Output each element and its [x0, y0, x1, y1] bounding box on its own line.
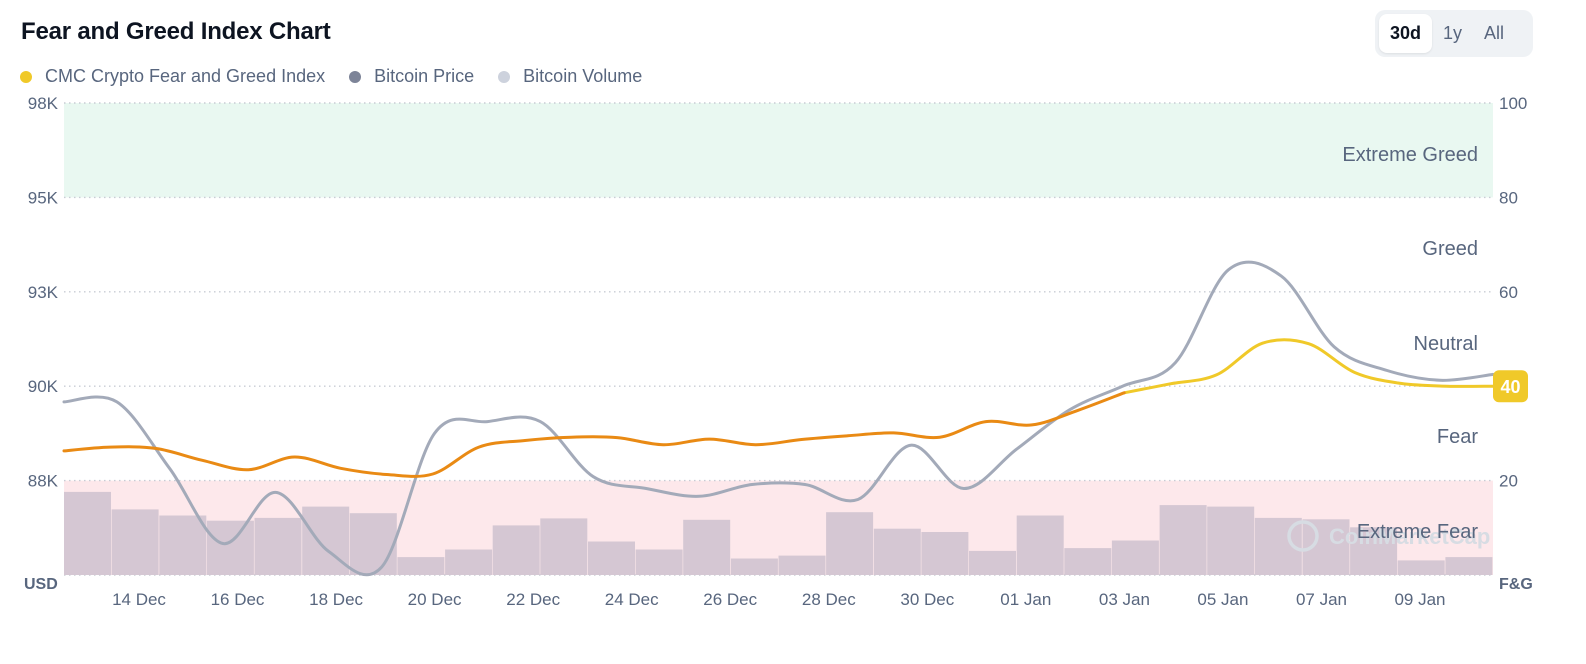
legend-label: Bitcoin Volume: [523, 66, 643, 86]
volume-bar[interactable]: [1016, 515, 1064, 576]
legend-dot-icon: [349, 70, 362, 83]
volume-bar[interactable]: [635, 549, 683, 576]
y-axis-right-tick: 60: [1499, 283, 1518, 302]
x-axis-tick: 24 Dec: [605, 590, 659, 609]
volume-bar[interactable]: [1159, 505, 1207, 575]
volume-bar[interactable]: [1445, 557, 1493, 575]
volume-bar[interactable]: [730, 558, 778, 576]
current-value-badge: [1493, 370, 1528, 403]
volume-bar[interactable]: [683, 519, 731, 575]
y-axis-left-tick: 93K: [28, 283, 59, 302]
volume-bar[interactable]: [1397, 560, 1445, 575]
x-axis-tick: 16 Dec: [211, 590, 265, 609]
x-axis-tick: 07 Jan: [1296, 590, 1347, 609]
volume-bar[interactable]: [588, 541, 635, 576]
right-axis-unit: F&G: [1499, 576, 1533, 593]
legend-item-bitcoin-price[interactable]: Bitcoin Price: [349, 66, 474, 87]
volume-bar[interactable]: [492, 525, 540, 575]
y-axis-left-tick: 95K: [28, 188, 59, 207]
volume-bar[interactable]: [921, 532, 969, 575]
left-axis-unit: USD: [24, 576, 58, 593]
legend-label: CMC Crypto Fear and Greed Index: [45, 66, 326, 86]
y-axis-right-tick: 20: [1499, 472, 1518, 491]
time-range-selector: 30d 1y All: [1375, 10, 1533, 57]
volume-bar[interactable]: [1207, 506, 1255, 575]
volume-bar[interactable]: [1350, 527, 1398, 575]
y-axis-right-tick: 100: [1499, 94, 1527, 113]
volume-bar[interactable]: [445, 549, 493, 576]
range-1y-button[interactable]: 1y: [1443, 23, 1463, 43]
x-axis-tick: 03 Jan: [1099, 590, 1150, 609]
volume-bar[interactable]: [1064, 548, 1112, 575]
x-axis-tick: 30 Dec: [900, 590, 954, 609]
x-axis-tick: 01 Jan: [1000, 590, 1051, 609]
volume-bar[interactable]: [349, 513, 397, 575]
volume-bar[interactable]: [111, 509, 159, 575]
coinmarketcap-watermark: CoinMarketCap: [1287, 520, 1490, 552]
zone-label: Greed: [1422, 238, 1478, 260]
volume-bar[interactable]: [64, 491, 111, 575]
volume-bar[interactable]: [540, 518, 588, 575]
volume-bar[interactable]: [159, 515, 207, 576]
legend-label: Bitcoin Price: [374, 66, 475, 86]
range-30d-button[interactable]: 30d: [1379, 14, 1433, 53]
volume-bar[interactable]: [397, 557, 445, 575]
x-axis-tick: 22 Dec: [506, 590, 560, 609]
y-axis-left-tick: 90K: [28, 377, 59, 396]
fear-greed-index-line[interactable]: [62, 391, 1126, 478]
page-title: Fear and Greed Index Chart: [21, 18, 331, 45]
volume-bar[interactable]: [826, 512, 874, 575]
zone-label: Neutral: [1414, 333, 1478, 355]
y-axis-right-tick: 80: [1499, 188, 1518, 207]
x-axis-tick: 18 Dec: [309, 590, 363, 609]
y-axis-left-tick: 98K: [28, 94, 59, 113]
x-axis-tick: 14 Dec: [112, 590, 166, 609]
zone-label: Extreme Greed: [1342, 144, 1478, 166]
volume-bar[interactable]: [206, 520, 254, 575]
coinmarketcap-logo-icon: [1287, 520, 1319, 552]
bitcoin-price-line[interactable]: [62, 260, 1495, 577]
y-axis-left-tick: 88K: [28, 472, 59, 491]
chart-legend: CMC Crypto Fear and Greed Index Bitcoin …: [20, 66, 666, 87]
volume-bar[interactable]: [254, 517, 302, 575]
legend-item-fear-greed-index[interactable]: CMC Crypto Fear and Greed Index: [20, 66, 325, 87]
volume-bar[interactable]: [778, 555, 826, 575]
range-all-button[interactable]: All: [1484, 23, 1505, 43]
current-value-text: 40: [1500, 377, 1520, 397]
x-axis-tick: 20 Dec: [408, 590, 462, 609]
zone-label: Fear: [1437, 426, 1478, 448]
legend-dot-icon: [20, 70, 32, 83]
legend-dot-icon: [498, 70, 511, 83]
volume-bar[interactable]: [873, 528, 921, 575]
volume-bar[interactable]: [969, 550, 1016, 575]
volume-bar[interactable]: [1111, 540, 1159, 576]
fear-greed-index-line-recent[interactable]: [1122, 338, 1495, 395]
x-axis-tick: 09 Jan: [1394, 590, 1445, 609]
watermark-text: CoinMarketCap: [1329, 524, 1490, 549]
x-axis-tick: 05 Jan: [1197, 590, 1248, 609]
legend-item-bitcoin-volume[interactable]: Bitcoin Volume: [498, 66, 642, 87]
extreme-greed-zone: [64, 103, 1493, 198]
volume-bar[interactable]: [302, 506, 350, 575]
x-axis-tick: 28 Dec: [802, 590, 856, 609]
zone-label: Extreme Fear: [1357, 521, 1478, 543]
x-axis-tick: 26 Dec: [703, 590, 757, 609]
